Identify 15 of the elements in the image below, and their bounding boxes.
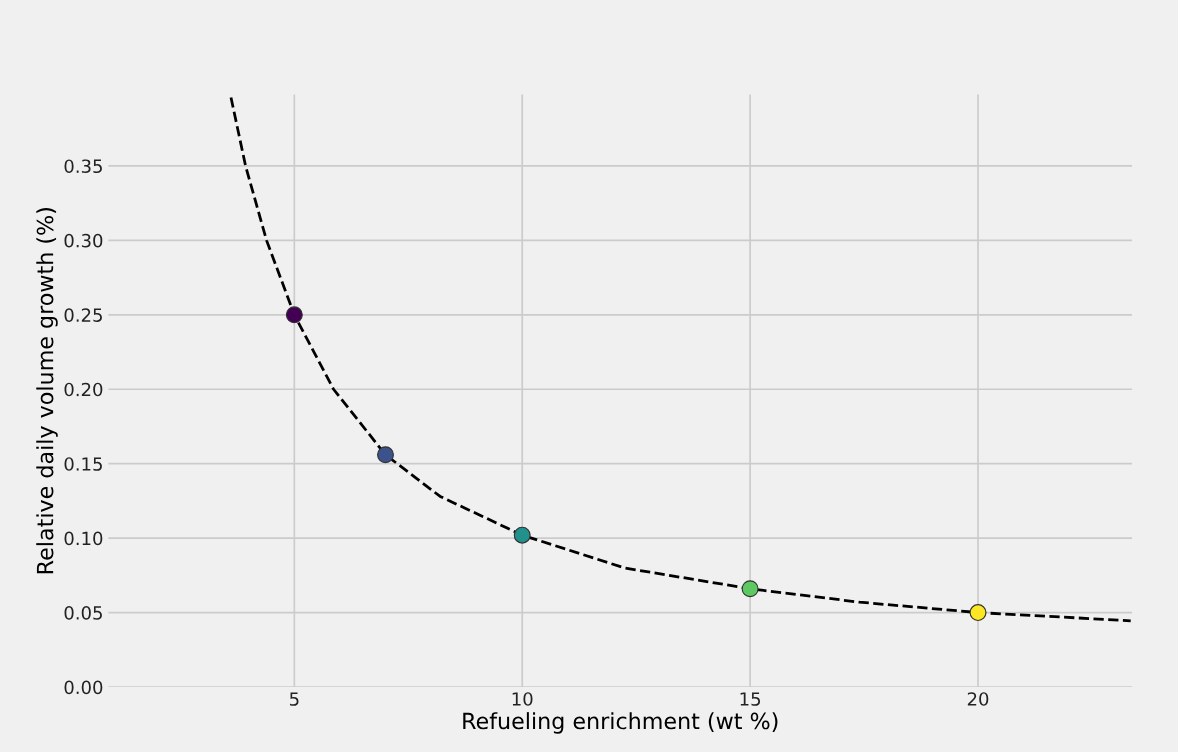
x-tick-label: 10 bbox=[512, 692, 533, 706]
y-tick-label: 0.25 bbox=[64, 308, 102, 322]
x-tick-label: 20 bbox=[967, 692, 989, 706]
y-tick-label: 0.00 bbox=[64, 680, 103, 695]
x-tick-label: 5 bbox=[289, 692, 299, 706]
y-tick-label: 0.30 bbox=[64, 233, 103, 248]
x-tick-label: 15 bbox=[740, 692, 761, 706]
y-tick-label: 0.35 bbox=[64, 159, 102, 174]
line-series bbox=[229, 96, 1133, 623]
y-tick-label: 0.10 bbox=[64, 531, 103, 546]
y-tick-label: 0.15 bbox=[64, 457, 102, 471]
y-axis-title: Relative daily volume growth (%) bbox=[36, 208, 58, 574]
y-tick-label: 0.20 bbox=[64, 382, 103, 397]
y-tick-label: 0.05 bbox=[64, 606, 102, 620]
x-axis-title: Refueling enrichment (wt %) bbox=[463, 712, 778, 734]
